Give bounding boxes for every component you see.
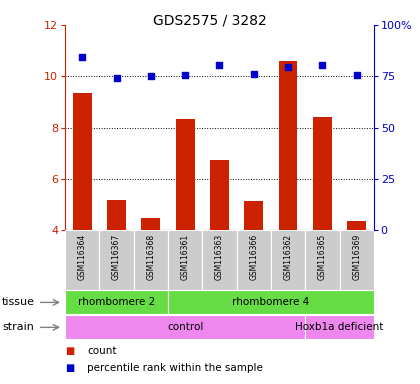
- Bar: [134, 230, 168, 290]
- Text: GSM116366: GSM116366: [249, 233, 258, 280]
- Bar: [244, 201, 263, 230]
- Bar: [305, 315, 374, 339]
- Bar: [271, 230, 305, 290]
- Text: GSM116361: GSM116361: [181, 233, 190, 280]
- Bar: [65, 230, 100, 290]
- Bar: [305, 230, 339, 290]
- Text: rhombomere 4: rhombomere 4: [232, 297, 310, 308]
- Point: [353, 72, 360, 78]
- Text: GDS2575 / 3282: GDS2575 / 3282: [153, 13, 267, 27]
- Text: rhombomere 2: rhombomere 2: [78, 297, 155, 308]
- Bar: [210, 160, 229, 230]
- Bar: [339, 230, 374, 290]
- Text: GSM116364: GSM116364: [78, 233, 87, 280]
- Bar: [313, 118, 332, 230]
- Text: tissue: tissue: [2, 297, 35, 308]
- Text: GSM116363: GSM116363: [215, 233, 224, 280]
- Point: [319, 62, 326, 68]
- Point: [147, 73, 154, 79]
- Text: GSM116365: GSM116365: [318, 233, 327, 280]
- Bar: [73, 93, 92, 230]
- Text: GSM116362: GSM116362: [284, 233, 293, 280]
- Text: GSM116368: GSM116368: [146, 233, 155, 280]
- Bar: [142, 218, 160, 230]
- Bar: [100, 230, 134, 290]
- Bar: [65, 315, 305, 339]
- Text: GSM116369: GSM116369: [352, 233, 361, 280]
- Text: strain: strain: [2, 322, 34, 333]
- Point: [113, 74, 120, 81]
- Point: [79, 54, 86, 60]
- Text: GSM116367: GSM116367: [112, 233, 121, 280]
- Bar: [168, 290, 374, 314]
- Bar: [236, 230, 271, 290]
- Text: count: count: [87, 346, 116, 356]
- Bar: [347, 222, 366, 230]
- Text: ■: ■: [65, 363, 74, 373]
- Bar: [202, 230, 236, 290]
- Text: ■: ■: [65, 346, 74, 356]
- Bar: [278, 61, 297, 230]
- Point: [285, 64, 291, 70]
- Point: [250, 71, 257, 77]
- Text: control: control: [167, 322, 203, 333]
- Text: percentile rank within the sample: percentile rank within the sample: [87, 363, 263, 373]
- Bar: [168, 230, 202, 290]
- Point: [182, 72, 189, 78]
- Text: Hoxb1a deficient: Hoxb1a deficient: [295, 322, 384, 333]
- Bar: [65, 290, 168, 314]
- Bar: [107, 200, 126, 230]
- Bar: [176, 119, 194, 230]
- Point: [216, 62, 223, 68]
